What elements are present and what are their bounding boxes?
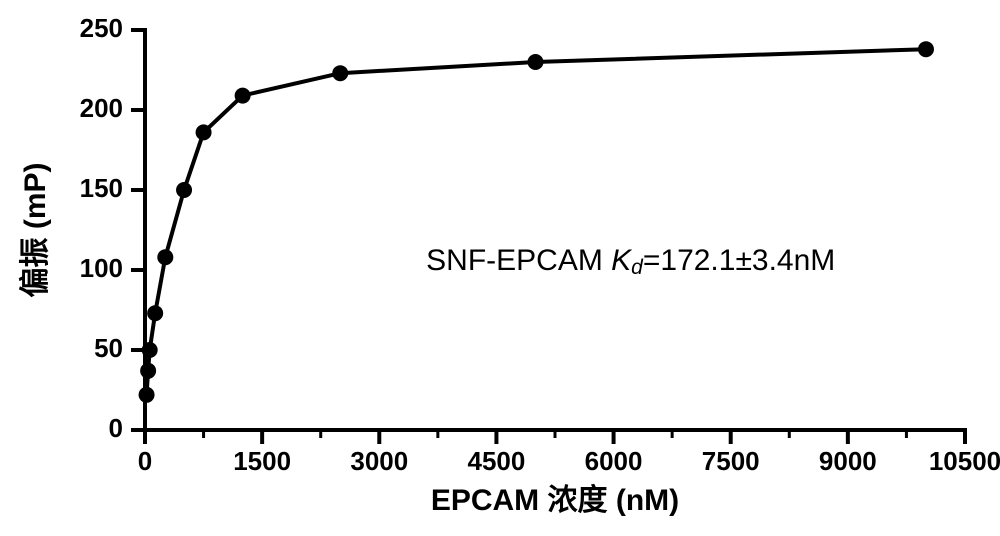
data-marker — [918, 41, 934, 57]
y-tick-label: 150 — [80, 173, 123, 203]
data-marker — [140, 363, 156, 379]
y-tick-label: 250 — [80, 13, 123, 43]
y-axis-title: 偏振 (mP) — [19, 162, 52, 297]
data-marker — [527, 54, 543, 70]
x-tick-label: 9000 — [819, 446, 877, 476]
x-tick-label: 7500 — [702, 446, 760, 476]
x-axis-title: EPCAM 浓度 (nM) — [431, 484, 679, 517]
data-marker — [157, 249, 173, 265]
x-tick-label: 1500 — [233, 446, 291, 476]
y-tick-label: 0 — [109, 413, 123, 443]
kd-annotation: SNF-EPCAM Kd=172.1±3.4nM — [426, 244, 835, 279]
data-marker — [147, 305, 163, 321]
data-marker — [142, 342, 158, 358]
x-tick-label: 10500 — [929, 446, 1000, 476]
binding-curve-chart: 0 50 100 150 200 250 0 1500 3000 4500 6000 7500 9000… — [0, 0, 1000, 536]
data-marker — [139, 387, 155, 403]
data-marker — [332, 65, 348, 81]
chart-container: 0 50 100 150 200 250 0 1500 3000 4500 6000 7500 9000… — [0, 0, 1000, 536]
y-tick-label: 50 — [94, 333, 123, 363]
x-tick-label: 0 — [138, 446, 152, 476]
data-marker — [176, 182, 192, 198]
data-marker — [235, 88, 251, 104]
y-tick-label: 100 — [80, 253, 123, 283]
data-marker — [196, 124, 212, 140]
x-tick-label: 4500 — [468, 446, 526, 476]
x-tick-label: 6000 — [585, 446, 643, 476]
y-tick-label: 200 — [80, 93, 123, 123]
x-tick-label: 3000 — [350, 446, 408, 476]
